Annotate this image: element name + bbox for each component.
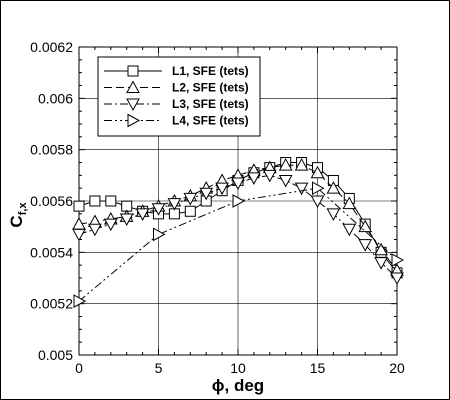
legend-label-3: L3, SFE (tets) xyxy=(172,97,249,111)
axis-ticks xyxy=(78,46,398,356)
legend-box xyxy=(97,56,261,137)
series-1-point-0 xyxy=(73,200,85,212)
y-tick-label-4: 0.0058 xyxy=(30,142,73,158)
series-3-point-11 xyxy=(247,172,261,185)
svg-text:Cf,x: Cf,x xyxy=(7,202,29,228)
legend-marker-1 xyxy=(127,65,139,77)
x-tick-labels: 0 5 10 15 20 xyxy=(75,360,405,376)
legend-marker-3 xyxy=(126,98,140,112)
series-1-point-7 xyxy=(184,205,196,217)
series-1-point-2 xyxy=(105,195,117,207)
series-4-point-2 xyxy=(232,194,246,208)
series-4-point-4 xyxy=(391,253,405,267)
series-4-point-3 xyxy=(312,181,325,196)
series-3 xyxy=(72,169,404,286)
series-3-point-10 xyxy=(231,177,245,191)
series-3-point-19 xyxy=(374,257,388,270)
series-3-point-13 xyxy=(278,174,293,188)
series-3-point-12 xyxy=(262,169,277,183)
legend-marker-2 xyxy=(126,80,140,93)
series-3-point-3 xyxy=(119,213,134,227)
series-3-point-8 xyxy=(199,187,214,201)
series-1-point-1 xyxy=(89,195,101,207)
x-tick-label-0: 0 xyxy=(75,360,83,376)
y-tick-label-0: 0.005 xyxy=(38,347,73,363)
series-2-point-17 xyxy=(342,196,357,210)
series-3-point-20 xyxy=(390,272,404,286)
legend-marker-4 xyxy=(127,113,141,128)
series-3-point-1 xyxy=(88,223,102,237)
legend-entry-1: L1, SFE (tets) xyxy=(104,64,249,78)
x-tick-label-4: 20 xyxy=(389,360,405,376)
series-3-point-14 xyxy=(294,182,309,196)
series-3-point-4 xyxy=(135,208,150,221)
series-3-point-0 xyxy=(72,228,86,242)
series-3-point-6 xyxy=(167,198,182,211)
series-3-point-7 xyxy=(183,192,198,206)
series-4 xyxy=(73,181,405,308)
series-3-point-15 xyxy=(310,195,325,209)
legend-entry-2: L2, SFE (tets) xyxy=(104,80,249,95)
y-axis-label-sub: f,x xyxy=(17,202,29,216)
y-tick-label-2: 0.0054 xyxy=(30,244,73,260)
series-4-point-1 xyxy=(153,227,166,242)
legend: L1, SFE (tets) L2, SFE (tets) L3, SFE (tet… xyxy=(97,56,261,137)
y-axis-label-main: C xyxy=(7,215,26,227)
legend-label-4: L4, SFE (tets) xyxy=(172,114,249,128)
y-tick-label-5: 0.006 xyxy=(38,90,73,106)
y-tick-labels: 0.005 0.0052 0.0054 0.0056 0.0058 0.006 0.0062 xyxy=(30,39,73,363)
series-3-point-18 xyxy=(358,239,373,252)
series-4-point-0 xyxy=(73,294,87,308)
series-2-point-15 xyxy=(310,165,325,179)
x-tick-label-1: 5 xyxy=(155,360,163,376)
legend-entry-4: L4, SFE (tets) xyxy=(104,114,249,128)
series-3-point-17 xyxy=(342,223,357,237)
series-2-point-14 xyxy=(294,158,309,171)
y-axis-label: Cf,x xyxy=(7,202,29,228)
series-2-point-16 xyxy=(326,181,341,194)
y-tick-label-3: 0.0056 xyxy=(30,193,73,209)
series-3-point-16 xyxy=(326,208,341,221)
series-2-point-13 xyxy=(278,158,293,171)
legend-label-1: L1, SFE (tets) xyxy=(172,64,249,78)
series-3-point-9 xyxy=(215,182,229,196)
series-layer xyxy=(72,157,405,308)
x-tick-label-2: 10 xyxy=(230,360,246,376)
series-2-point-19 xyxy=(374,242,388,256)
series-3-point-5 xyxy=(151,203,166,216)
series-3-point-2 xyxy=(103,218,118,232)
x-axis-label: ϕ, deg xyxy=(212,376,264,395)
x-tick-label-3: 15 xyxy=(310,360,326,376)
y-tick-label-6: 0.0062 xyxy=(30,39,73,55)
legend-label-2: L2, SFE (tets) xyxy=(172,81,249,95)
legend-entry-3: L3, SFE (tets) xyxy=(104,97,249,112)
y-tick-label-1: 0.0052 xyxy=(30,296,73,312)
